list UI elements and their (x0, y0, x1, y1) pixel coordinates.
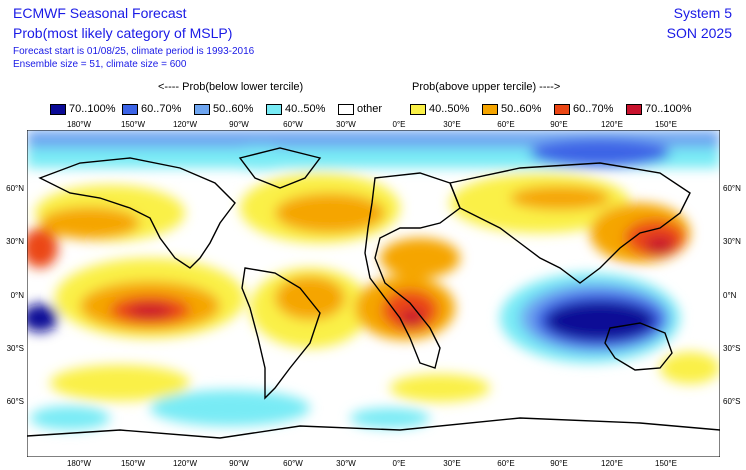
legend-item-above-70-100: 70..100% (626, 102, 691, 116)
legend-label: 60..70% (573, 103, 614, 115)
lon-label: 150°W (121, 120, 146, 129)
legend-label: 60..70% (141, 103, 182, 115)
probability-map: 180°W 150°W 120°W 90°W 60°W 30°W 0°E 30°… (6, 120, 741, 468)
legend-item-above-50-60: 50..60% (482, 102, 541, 116)
lat-labels-left: 60°N 30°N 0°N 30°S 60°S (6, 184, 24, 406)
lon-label: 120°E (601, 459, 623, 468)
legend-label: 40..50% (429, 103, 470, 115)
lon-label: 60°E (497, 459, 514, 468)
legend-label: 70..100% (645, 103, 692, 115)
legend-swatch (194, 103, 210, 115)
lat-label: 60°S (723, 397, 740, 406)
lat-label: 30°N (723, 237, 741, 246)
lon-label: 0°E (393, 120, 406, 129)
legend-swatch (266, 103, 282, 115)
probability-field (27, 130, 720, 457)
legend-swatch (338, 103, 354, 115)
lon-label: 90°E (550, 459, 567, 468)
legend-item-above-60-70: 60..70% (554, 102, 613, 116)
legend-label: other (357, 103, 383, 115)
lat-label: 30°S (723, 344, 740, 353)
lon-label: 30°W (336, 459, 356, 468)
lon-label: 30°W (336, 120, 356, 129)
legend-item-below-40-50: 40..50% (266, 102, 325, 116)
legend-label: 50..60% (213, 103, 254, 115)
lon-label: 150°E (655, 120, 677, 129)
season-label: SON 2025 (666, 25, 732, 41)
lon-label: 120°W (173, 120, 198, 129)
legend-label: 40..50% (285, 103, 326, 115)
lon-label: 180°W (67, 459, 92, 468)
legend-swatch (554, 103, 570, 115)
lat-label: 30°N (6, 237, 24, 246)
legend-item-below-60-70: 60..70% (122, 102, 181, 116)
lat-label: 0°N (723, 291, 737, 300)
lon-label: 0°E (393, 459, 406, 468)
coastlines (27, 147, 720, 439)
legend-swatch (626, 103, 642, 115)
lon-label: 150°E (655, 459, 677, 468)
lon-label: 60°W (283, 120, 303, 129)
lon-label: 150°W (121, 459, 146, 468)
ensemble-info: Ensemble size = 51, climate size = 600 (13, 59, 187, 70)
title-subtitle: Prob(most likely category of MSLP) (13, 25, 233, 41)
lon-label: 120°E (601, 120, 623, 129)
lon-label: 30°E (443, 459, 460, 468)
lon-label: 180°W (67, 120, 92, 129)
legend-swatch (50, 103, 66, 115)
legend-item-below-70-100: 70..100% (50, 102, 115, 116)
lon-label: 60°W (283, 459, 303, 468)
lon-label: 90°E (550, 120, 567, 129)
legend-heading-above: Prob(above upper tercile) ----> (412, 81, 561, 93)
title-main: ECMWF Seasonal Forecast (13, 5, 187, 21)
legend-swatch (410, 103, 426, 115)
legend-item-other: other (338, 102, 382, 116)
lat-label: 60°N (6, 184, 24, 193)
legend-heading-below: <---- Prob(below lower tercile) (158, 81, 304, 93)
lat-labels-right: 60°N 30°N 0°N 30°S 60°S (723, 184, 741, 406)
forecast-start-info: Forecast start is 01/08/25, climate peri… (13, 46, 255, 57)
legend-label: 70..100% (69, 103, 116, 115)
lon-label: 90°W (229, 120, 249, 129)
legend-item-above-40-50: 40..50% (410, 102, 469, 116)
lat-label: 0°N (11, 291, 25, 300)
legend-item-below-50-60: 50..60% (194, 102, 253, 116)
legend-label: 50..60% (501, 103, 542, 115)
system-label: System 5 (673, 5, 732, 21)
lon-label: 120°W (173, 459, 198, 468)
legend-swatch (482, 103, 498, 115)
lon-label: 60°E (497, 120, 514, 129)
legend-swatch (122, 103, 138, 115)
lat-label: 30°S (7, 344, 24, 353)
lat-label: 60°S (7, 397, 24, 406)
lon-label: 30°E (443, 120, 460, 129)
lon-label: 90°W (229, 459, 249, 468)
lon-labels-top: 180°W 150°W 120°W 90°W 60°W 30°W 0°E 30°… (67, 120, 677, 129)
lat-label: 60°N (723, 184, 741, 193)
lon-labels-bottom: 180°W 150°W 120°W 90°W 60°W 30°W 0°E 30°… (67, 459, 677, 468)
